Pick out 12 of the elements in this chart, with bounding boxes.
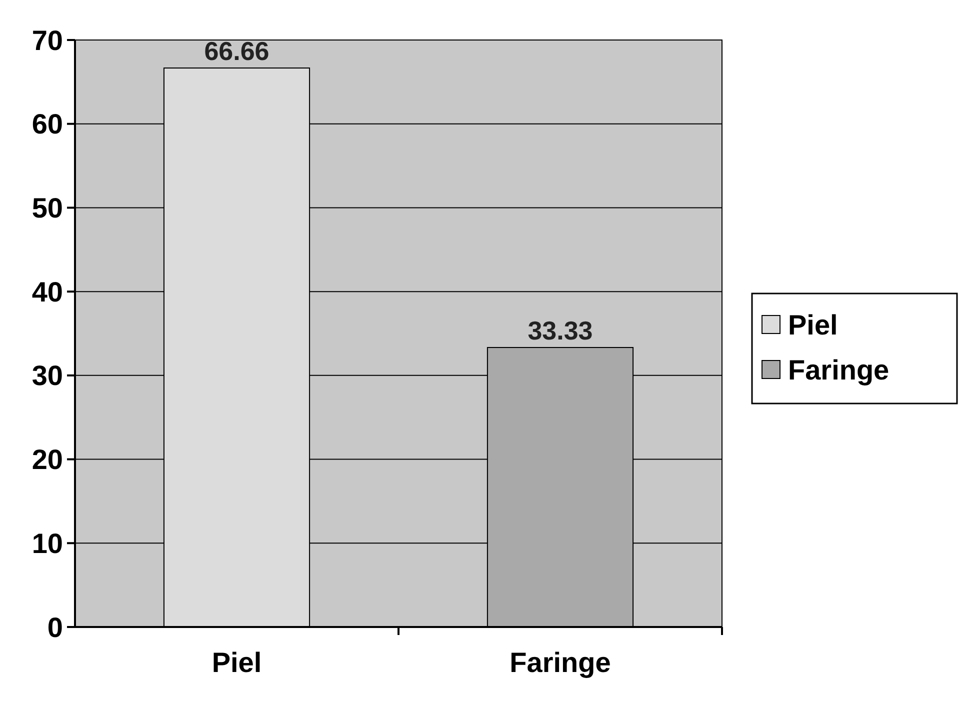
y-tick-label: 0 (47, 612, 63, 643)
legend-label: Faringe (788, 354, 890, 386)
y-tick-label: 60 (32, 108, 63, 140)
y-tick-label: 20 (32, 444, 63, 476)
y-tick-label: 30 (32, 360, 63, 392)
y-tick-label: 50 (32, 192, 63, 224)
y-tick-label: 10 (32, 528, 63, 559)
legend-label: Piel (788, 309, 838, 340)
data-label: 66.66 (204, 36, 270, 66)
y-tick-label: 70 (32, 24, 63, 56)
y-tick-label: 40 (32, 276, 63, 308)
data-label: 33.33 (528, 316, 593, 346)
